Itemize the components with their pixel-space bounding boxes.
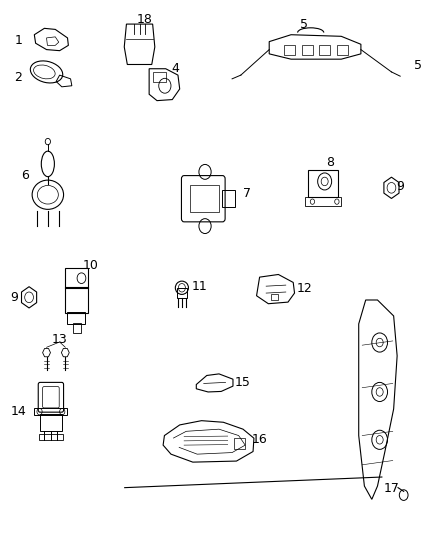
Bar xyxy=(271,294,279,300)
Text: 5: 5 xyxy=(300,18,308,31)
Bar xyxy=(73,324,81,333)
Bar xyxy=(65,287,88,313)
Bar xyxy=(152,72,166,82)
Bar xyxy=(223,190,235,207)
Text: 18: 18 xyxy=(137,13,153,26)
Text: 8: 8 xyxy=(326,156,334,169)
Bar xyxy=(40,414,62,431)
Bar xyxy=(65,268,88,288)
Text: 16: 16 xyxy=(251,433,267,446)
Bar xyxy=(190,184,219,212)
Text: 9: 9 xyxy=(396,180,404,193)
Bar xyxy=(234,438,245,449)
Bar xyxy=(308,169,338,197)
Bar xyxy=(285,45,295,55)
Bar xyxy=(337,45,348,55)
Bar xyxy=(302,45,313,55)
Bar xyxy=(177,288,187,298)
Text: 14: 14 xyxy=(11,405,27,417)
Bar xyxy=(305,197,341,206)
Text: 15: 15 xyxy=(235,376,251,389)
Text: 10: 10 xyxy=(82,259,98,272)
Text: 5: 5 xyxy=(413,59,422,72)
Text: 12: 12 xyxy=(296,282,312,295)
Text: 1: 1 xyxy=(14,34,22,47)
Text: 7: 7 xyxy=(244,187,251,200)
Text: 2: 2 xyxy=(14,71,22,84)
Text: 6: 6 xyxy=(21,168,28,182)
Bar xyxy=(67,312,85,324)
Text: 9: 9 xyxy=(11,291,18,304)
Text: 4: 4 xyxy=(171,62,179,75)
Text: 17: 17 xyxy=(384,482,399,495)
Text: 13: 13 xyxy=(52,333,67,346)
Text: 11: 11 xyxy=(191,280,207,293)
Bar xyxy=(34,408,67,415)
Bar xyxy=(319,45,330,55)
Bar xyxy=(39,434,63,440)
